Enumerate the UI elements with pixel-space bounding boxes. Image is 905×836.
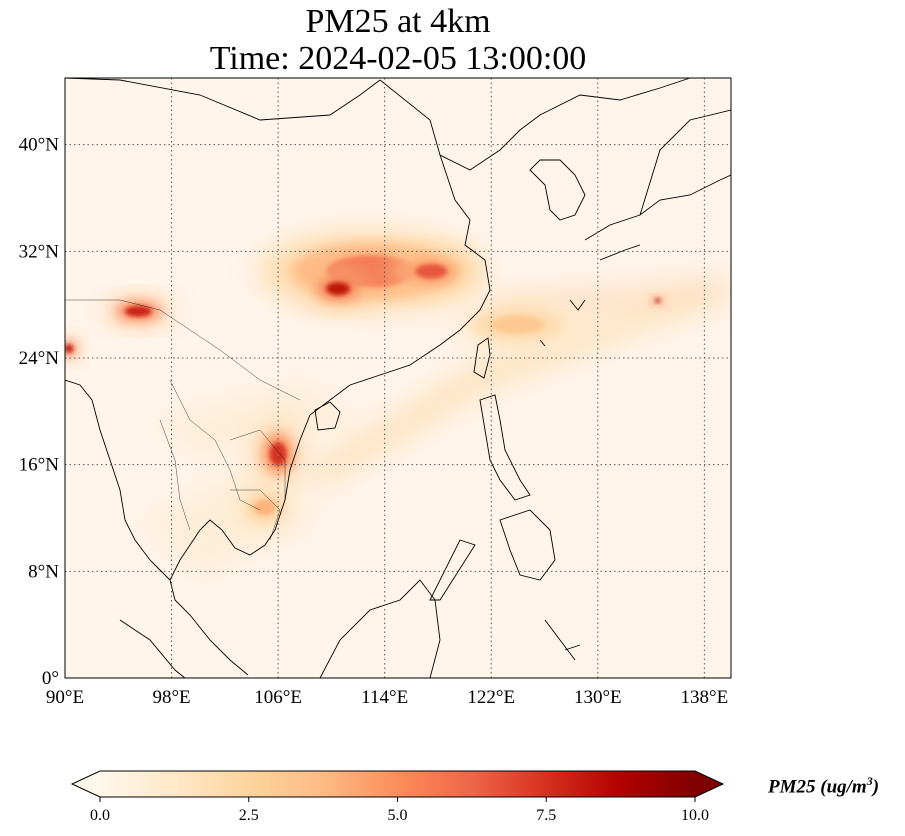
lon-tick-label: 106°E bbox=[254, 687, 302, 708]
colorbar-title: PM25 (ug/m3) bbox=[768, 774, 880, 798]
plume-bangladesh bbox=[65, 338, 80, 360]
lat-tick-label: 24°N bbox=[19, 348, 60, 369]
lon-tick-label: 122°E bbox=[467, 687, 515, 708]
lon-tick-label: 138°E bbox=[681, 687, 729, 708]
colorbar-max-extend-arrow bbox=[695, 771, 723, 797]
plume-japan-hotspot bbox=[651, 295, 665, 306]
colorbar-gradient bbox=[100, 771, 695, 797]
map-area[interactable] bbox=[58, 78, 731, 678]
colorbar-min-extend-arrow bbox=[72, 771, 100, 797]
lon-tick-label: 114°E bbox=[361, 687, 408, 708]
colorbar: 0.0 2.5 5.0 7.5 10.0 bbox=[70, 770, 725, 824]
pm25-plume-layer bbox=[65, 231, 665, 528]
plume-cambodia bbox=[238, 487, 292, 528]
map-background bbox=[65, 78, 731, 678]
map-title-line1: PM25 at 4km bbox=[305, 3, 491, 40]
lat-tick-label: 8°N bbox=[28, 561, 59, 582]
map-gridlines bbox=[65, 78, 731, 678]
lon-tick-label: 98°E bbox=[152, 687, 190, 708]
colorbar-tick-label: 0.0 bbox=[90, 807, 110, 824]
map-title-line2: Time: 2024-02-05 13:00:00 bbox=[209, 40, 587, 77]
map-axis-ticks: 90°E 98°E 106°E 114°E 122°E 130°E 138°E 0° 8°N 16… bbox=[19, 135, 729, 708]
plume-hubei-core bbox=[308, 272, 368, 305]
plume-anhui bbox=[391, 252, 472, 290]
map-frame bbox=[64, 77, 732, 679]
plume-east-china-sea-outflow bbox=[451, 300, 585, 349]
colorbar-tick-label: 5.0 bbox=[388, 807, 408, 824]
colorbar-tick-label: 10.0 bbox=[681, 807, 709, 824]
plume-assam bbox=[104, 298, 172, 325]
lat-tick-label: 32°N bbox=[19, 241, 60, 262]
colorbar-tick-label: 7.5 bbox=[536, 807, 556, 824]
lat-tick-label: 16°N bbox=[19, 455, 60, 476]
colorbar-ticks: 0.0 2.5 5.0 7.5 10.0 bbox=[90, 797, 709, 824]
coastlines bbox=[65, 78, 731, 678]
colorbar-tick-label: 2.5 bbox=[239, 807, 259, 824]
lat-tick-label: 0° bbox=[42, 668, 59, 689]
lat-tick-label: 40°N bbox=[19, 135, 60, 156]
country-borders bbox=[65, 299, 301, 541]
lon-tick-label: 90°E bbox=[46, 687, 84, 708]
lon-tick-label: 130°E bbox=[574, 687, 622, 708]
